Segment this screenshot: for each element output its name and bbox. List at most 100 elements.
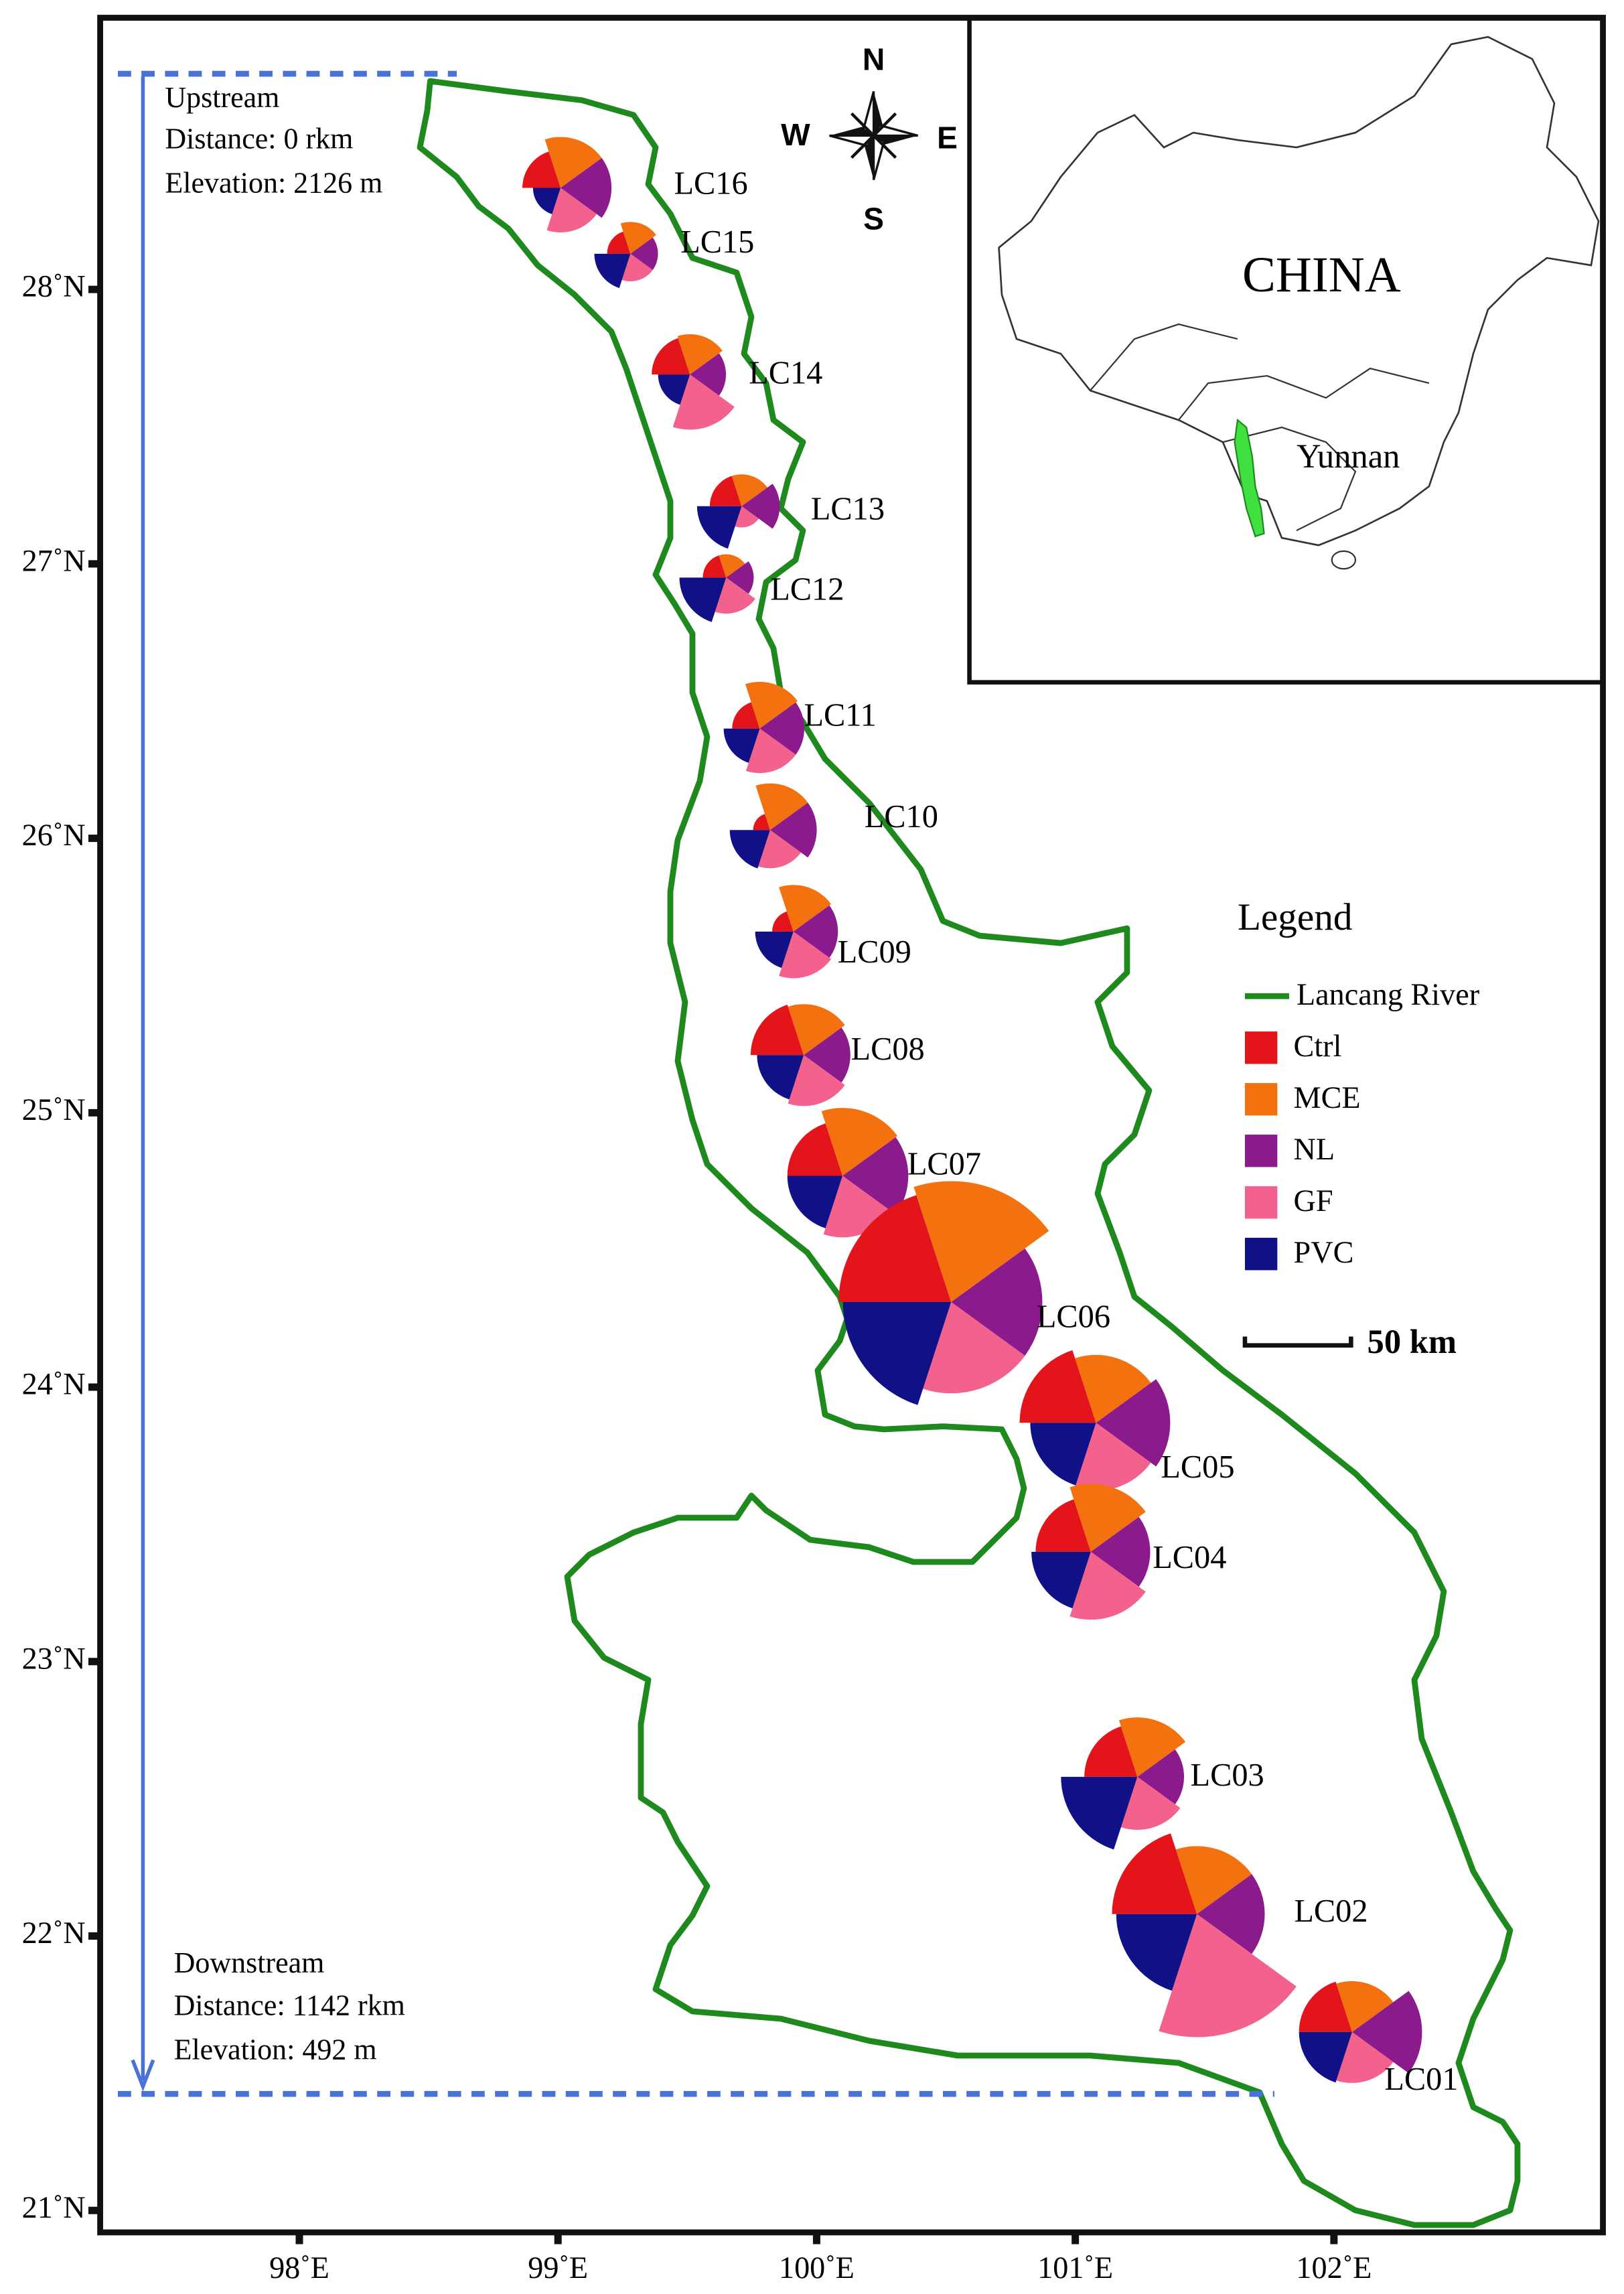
pie-wedge bbox=[709, 476, 742, 506]
site-pie bbox=[723, 681, 804, 774]
pie-wedge bbox=[1030, 1423, 1096, 1486]
pie-wedge bbox=[1118, 1717, 1186, 1777]
pie-wedge bbox=[732, 702, 760, 729]
pie-wedge bbox=[1299, 2031, 1352, 2083]
pie-wedge bbox=[1090, 1516, 1151, 1587]
legend-label: Ctrl bbox=[1294, 1029, 1342, 1063]
site-label: LC09 bbox=[838, 934, 911, 970]
site-pie bbox=[729, 783, 817, 869]
x-tick-label: 102˚E bbox=[1296, 2250, 1372, 2285]
pie-wedge bbox=[759, 702, 804, 755]
upstream-elevation: Elevation: 2126 m bbox=[165, 166, 382, 199]
pie-wedge bbox=[1336, 2031, 1394, 2083]
site-label: LC15 bbox=[680, 224, 754, 260]
site-label: LC07 bbox=[907, 1146, 981, 1181]
site-pie bbox=[1112, 1833, 1297, 2037]
site-pie bbox=[594, 222, 658, 289]
compass-s: S bbox=[863, 201, 884, 236]
pie-wedge bbox=[544, 137, 602, 188]
site-pie bbox=[1061, 1717, 1186, 1850]
site-pie bbox=[838, 1181, 1049, 1405]
compass-e: E bbox=[937, 120, 958, 155]
compass-w: W bbox=[781, 117, 810, 152]
pie-wedge bbox=[838, 1195, 952, 1303]
river-basin-outline bbox=[417, 78, 1521, 2228]
y-tick-label: 24˚N bbox=[22, 1367, 86, 1401]
legend-swatch bbox=[1244, 1186, 1278, 1219]
pie-wedge bbox=[652, 338, 690, 375]
pie-wedge bbox=[1061, 1776, 1138, 1850]
legend-swatch bbox=[1244, 1238, 1278, 1271]
site-pie bbox=[652, 334, 735, 430]
pie-wedge bbox=[719, 554, 745, 578]
pie-wedge bbox=[1035, 1499, 1091, 1552]
pie-wedge bbox=[951, 1248, 1043, 1356]
y-tick-label: 22˚N bbox=[22, 1916, 86, 1950]
pie-wedge bbox=[1336, 1981, 1394, 2032]
y-tick-label: 25˚N bbox=[22, 1092, 86, 1127]
pie-wedge bbox=[750, 1004, 804, 1056]
site-label: LC16 bbox=[674, 165, 747, 201]
pie-wedge bbox=[690, 353, 727, 396]
pie-wedge bbox=[1112, 1833, 1197, 1914]
pie-wedge bbox=[788, 1055, 845, 1106]
pie-wedge bbox=[703, 555, 727, 578]
legend-label: GF bbox=[1294, 1184, 1333, 1218]
pie-wedge bbox=[723, 728, 760, 763]
pie-wedge bbox=[1299, 1981, 1352, 2032]
inset-frame bbox=[967, 15, 1605, 685]
compass-diagonals bbox=[851, 112, 897, 159]
pie-wedge bbox=[842, 1137, 909, 1215]
pie-wedge bbox=[741, 484, 780, 529]
site-pie bbox=[1031, 1484, 1151, 1620]
site-pie bbox=[1299, 1981, 1422, 2083]
pie-wedge bbox=[729, 830, 770, 869]
site-pie bbox=[1019, 1350, 1171, 1491]
site-label: LC04 bbox=[1153, 1540, 1226, 1575]
site-label: LC02 bbox=[1294, 1893, 1368, 1929]
pie-wedge bbox=[913, 1181, 1049, 1303]
pie-wedge bbox=[757, 1055, 804, 1100]
pie-wedge bbox=[677, 334, 723, 375]
site-pie bbox=[679, 554, 755, 622]
pie-wedge bbox=[1019, 1350, 1096, 1423]
pie-wedge bbox=[745, 728, 796, 774]
pie-wedge bbox=[630, 237, 658, 271]
y-tick-label: 21˚N bbox=[22, 2190, 86, 2224]
pie-wedge bbox=[821, 1108, 898, 1176]
legend-swatch bbox=[1244, 1135, 1278, 1167]
legend-title: Legend bbox=[1238, 896, 1352, 938]
site-pie bbox=[696, 474, 780, 549]
pie-wedge bbox=[1137, 1749, 1185, 1804]
pie-wedge bbox=[753, 814, 770, 831]
pie-wedge bbox=[621, 253, 653, 282]
pie-wedge bbox=[1084, 1726, 1138, 1777]
x-tick-label: 98˚E bbox=[269, 2250, 329, 2285]
upstream-label: Upstream bbox=[165, 81, 279, 114]
downstream-label: Downstream bbox=[174, 1946, 325, 1979]
pie-wedge bbox=[779, 885, 832, 932]
upstream-distance: Distance: 0 rkm bbox=[165, 122, 353, 155]
downstream-elevation: Elevation: 492 m bbox=[174, 2033, 377, 2066]
pie-wedge bbox=[842, 1302, 952, 1405]
legend-swatch bbox=[1244, 1083, 1278, 1116]
pie-wedge bbox=[787, 1175, 843, 1228]
site-pie bbox=[755, 885, 838, 979]
site-label: LC01 bbox=[1384, 2062, 1458, 2097]
pie-wedge bbox=[793, 905, 838, 958]
hainan-island bbox=[1331, 550, 1357, 570]
pie-wedge bbox=[726, 561, 754, 594]
downstream-distance: Distance: 1142 rkm bbox=[174, 1989, 405, 2022]
site-label: LC14 bbox=[749, 355, 822, 390]
inset-country: CHINA bbox=[1242, 247, 1401, 303]
pie-wedge bbox=[658, 374, 690, 405]
pie-wedge bbox=[1351, 1991, 1422, 2074]
site-pie bbox=[750, 1004, 851, 1106]
x-tick-label: 100˚E bbox=[779, 2250, 855, 2285]
pie-wedge bbox=[1197, 1874, 1265, 1954]
pie-wedge bbox=[769, 802, 817, 858]
pie-wedge bbox=[546, 188, 597, 233]
inset-map: CHINA Yunnan bbox=[967, 15, 1605, 685]
